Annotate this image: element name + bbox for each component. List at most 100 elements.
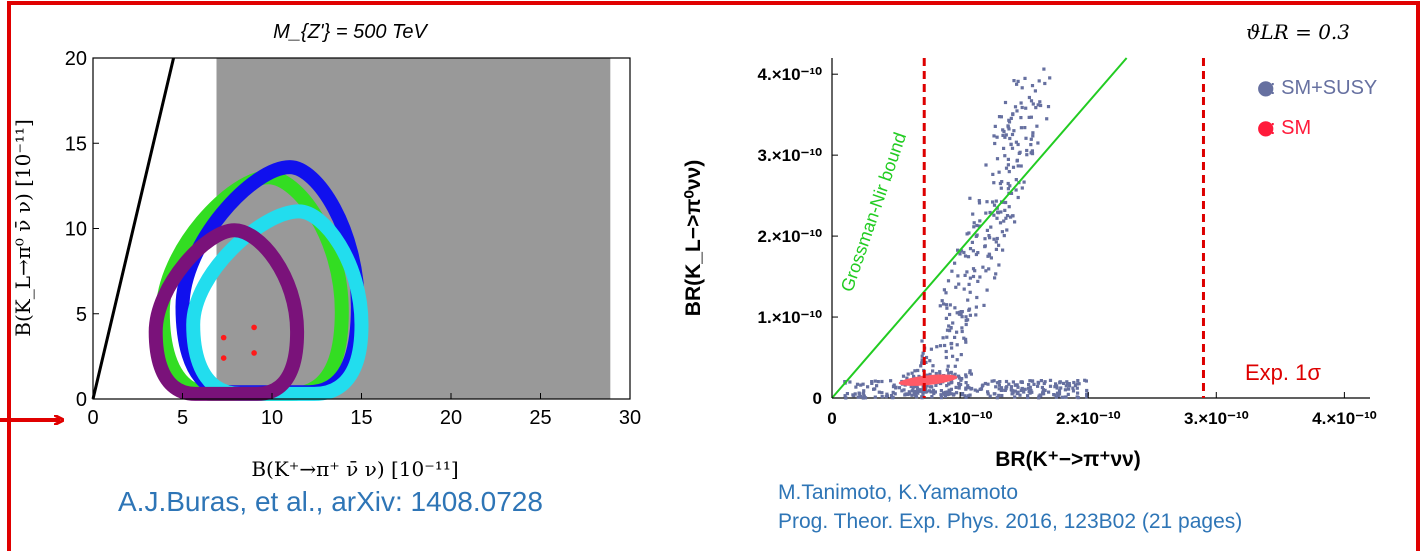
susy-point (920, 358, 924, 362)
susy-point (963, 394, 967, 398)
susy-point (995, 157, 1000, 161)
susy-point (862, 394, 866, 398)
susy-point (924, 355, 929, 360)
susy-point (997, 387, 1001, 391)
x-tick-label: 2.×10⁻¹⁰ (1056, 409, 1121, 428)
susy-point (1048, 76, 1052, 80)
susy-point (914, 395, 919, 399)
susy-point (955, 311, 959, 315)
susy-point (985, 200, 989, 204)
susy-point (945, 335, 949, 339)
susy-point (954, 285, 958, 289)
susy-point (977, 199, 981, 203)
susy-point (1008, 184, 1012, 188)
susy-point (968, 247, 973, 251)
susy-point (946, 279, 951, 283)
susy-point (1028, 385, 1032, 389)
susy-point (1029, 115, 1033, 119)
susy-point (844, 396, 848, 400)
susy-point (1004, 379, 1009, 384)
susy-point (1023, 387, 1027, 391)
susy-point (964, 340, 968, 344)
susy-point (912, 374, 916, 378)
susy-point (1039, 103, 1043, 108)
susy-point (957, 282, 961, 286)
susy-point (1030, 379, 1034, 383)
susy-point (1010, 214, 1015, 218)
susy-point (1013, 395, 1017, 399)
susy-point (981, 265, 985, 269)
susy-point (861, 391, 866, 395)
susy-point (1019, 164, 1023, 168)
susy-point (965, 270, 969, 274)
susy-point (997, 115, 1002, 119)
susy-point (913, 369, 917, 373)
susy-point (939, 396, 944, 400)
left-citation: A.J.Buras, et al., arXiv: 1408.0728 (118, 486, 543, 517)
left-chart: M_{Z'} = 500 TeV 0 5 10 15 20 25 30 0 5 10 15 20 B… (11, 21, 641, 481)
susy-point (978, 275, 982, 279)
left-chart-title: M_{Z'} = 500 TeV (273, 21, 428, 43)
susy-point (1054, 382, 1058, 386)
susy-point (977, 224, 981, 228)
susy-point (1004, 166, 1009, 170)
susy-point (880, 395, 884, 399)
susy-point (995, 396, 999, 400)
purple-ring (148, 223, 305, 401)
susy-point (1015, 158, 1019, 162)
susy-point (956, 248, 960, 252)
susy-point (861, 396, 865, 400)
susy-point (959, 312, 963, 317)
x-tick-label: 20 (440, 407, 462, 429)
susy-point (992, 181, 996, 185)
susy-point (989, 225, 993, 229)
susy-point (1003, 135, 1007, 139)
susy-point (1042, 381, 1046, 386)
susy-point (965, 232, 969, 236)
susy-point (1055, 386, 1059, 390)
susy-point (991, 200, 995, 204)
susy-point (984, 211, 988, 215)
susy-point (1046, 105, 1051, 109)
susy-point (1073, 383, 1077, 388)
susy-point (1067, 387, 1071, 391)
susy-point (962, 287, 966, 291)
grossman-nir-label: Grossman-Nir bound (837, 130, 910, 294)
x-tick-label: 10 (261, 407, 283, 429)
susy-point (994, 272, 998, 276)
susy-point (916, 391, 920, 395)
susy-point (960, 315, 964, 319)
susy-point (1016, 390, 1020, 394)
susy-point (915, 386, 920, 390)
susy-point (939, 389, 943, 393)
susy-point (1066, 382, 1070, 386)
susy-point (986, 382, 990, 386)
susy-point (1007, 382, 1011, 386)
susy-point (1003, 100, 1008, 105)
susy-point (961, 392, 965, 396)
susy-point (1014, 140, 1018, 144)
susy-point (920, 361, 924, 365)
susy-point (944, 303, 948, 307)
susy-point (1085, 388, 1089, 393)
susy-point (863, 396, 868, 400)
susy-point (1000, 180, 1004, 184)
susy-point (935, 345, 939, 349)
susy-point (997, 393, 1001, 397)
susy-point (910, 371, 914, 375)
susy-point (1013, 389, 1017, 393)
susy-point (1031, 131, 1035, 135)
susy-point (889, 394, 894, 398)
susy-point (992, 213, 996, 217)
susy-point (1011, 391, 1015, 395)
susy-point (1076, 391, 1080, 395)
susy-point (866, 385, 870, 389)
susy-point (894, 385, 898, 389)
susy-point (949, 326, 953, 330)
susy-point (1047, 390, 1051, 394)
susy-point (972, 225, 976, 229)
slide-frame (7, 1, 1420, 551)
susy-point (1013, 105, 1018, 109)
susy-point (957, 384, 961, 388)
legend-sm-label: : SM (1270, 117, 1311, 139)
